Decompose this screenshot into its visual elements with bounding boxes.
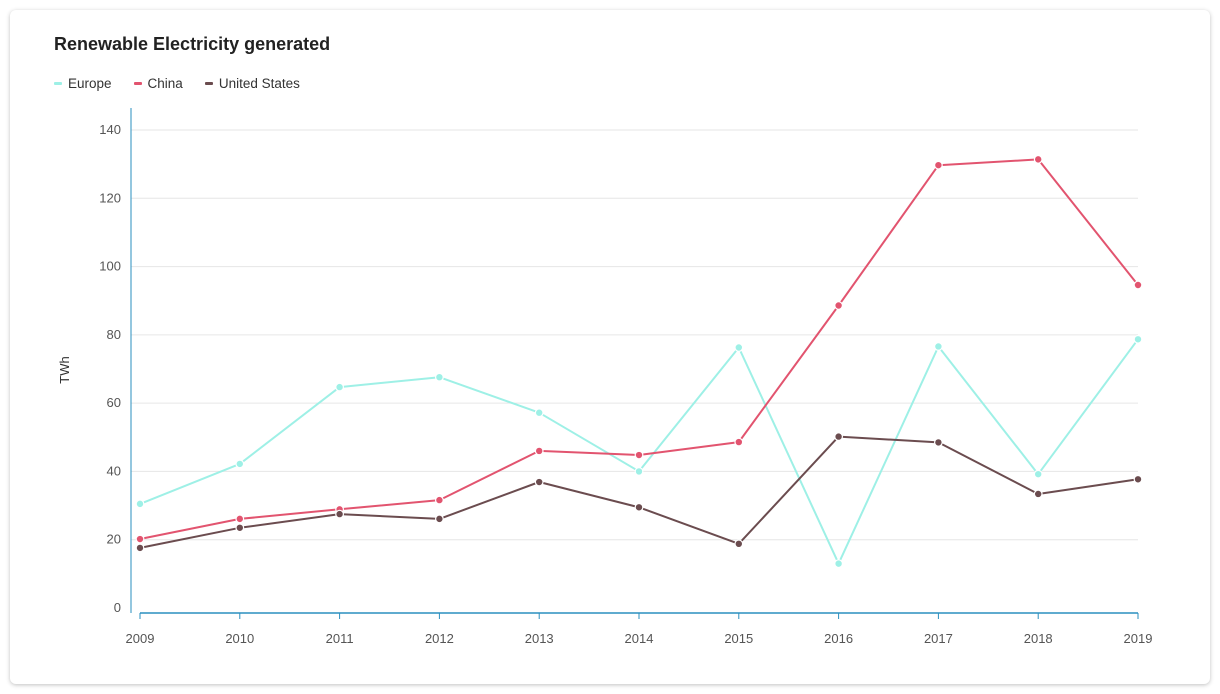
legend-item-europe[interactable]: Europe	[54, 76, 112, 91]
x-tick-label-2017: 2017	[924, 631, 953, 646]
x-tick-label-2013: 2013	[525, 631, 554, 646]
y-tick-label-0: 0	[114, 600, 121, 615]
data-point-europe-2013[interactable]	[534, 408, 544, 418]
legend-label-united-states: United States	[218, 76, 300, 91]
data-point-united-states-2018[interactable]	[1033, 489, 1043, 499]
data-point-europe-2018[interactable]	[1033, 469, 1043, 479]
chart-card: Renewable Electricity generated Europe C…	[10, 10, 1210, 684]
x-tick-label-2014: 2014	[625, 631, 654, 646]
y-tick-label-120: 120	[99, 190, 121, 205]
legend-swatch-united-states	[204, 82, 213, 85]
data-point-united-states-2014[interactable]	[634, 502, 644, 512]
data-point-europe-2009[interactable]	[135, 499, 145, 509]
data-point-united-states-2013[interactable]	[534, 477, 544, 487]
legend-item-united-states[interactable]: United States	[204, 76, 300, 91]
data-point-china-2018[interactable]	[1033, 154, 1043, 164]
x-tick-label-2015: 2015	[724, 631, 753, 646]
data-point-united-states-2016[interactable]	[834, 432, 843, 442]
data-point-europe-2017[interactable]	[934, 342, 943, 351]
data-point-united-states-2019[interactable]	[1133, 474, 1143, 484]
y-axis-title: TWh	[57, 356, 72, 383]
y-tick-label-100: 100	[99, 259, 121, 274]
data-point-united-states-2015[interactable]	[734, 539, 744, 549]
data-point-united-states-2012[interactable]	[435, 514, 444, 524]
data-point-united-states-2010[interactable]	[235, 523, 245, 533]
x-tick-label-2019: 2019	[1124, 631, 1153, 646]
data-point-united-states-2009[interactable]	[135, 543, 145, 553]
data-point-china-2014[interactable]	[634, 450, 644, 460]
legend-swatch-europe	[54, 82, 62, 85]
data-point-china-2015[interactable]	[734, 437, 744, 447]
x-tick-label-2009: 2009	[126, 631, 155, 646]
data-point-europe-2014[interactable]	[634, 467, 644, 476]
legend-item-china[interactable]: China	[133, 76, 183, 91]
chart-title: Renewable Electricity generated	[54, 34, 331, 54]
x-tick-label-2018: 2018	[1024, 631, 1053, 646]
series-line-china	[139, 158, 1139, 540]
legend-swatch-china	[133, 82, 142, 85]
data-point-china-2017[interactable]	[934, 160, 943, 170]
data-point-europe-2015[interactable]	[734, 343, 744, 352]
data-point-europe-2019[interactable]	[1133, 334, 1143, 344]
x-tick-label-2016: 2016	[824, 631, 853, 646]
y-tick-label-140: 140	[99, 122, 121, 137]
data-point-china-2013[interactable]	[534, 446, 544, 456]
data-point-europe-2011[interactable]	[335, 382, 345, 392]
data-point-europe-2016[interactable]	[834, 559, 843, 569]
x-tick-label-2010: 2010	[225, 631, 254, 646]
y-tick-label-60: 60	[107, 395, 121, 410]
y-tick-label-20: 20	[107, 532, 121, 547]
data-point-china-2019[interactable]	[1133, 280, 1143, 290]
data-point-china-2012[interactable]	[435, 495, 444, 505]
legend-label-china: China	[147, 76, 183, 91]
data-point-europe-2012[interactable]	[435, 372, 444, 382]
data-point-china-2009[interactable]	[135, 534, 145, 544]
legend-label-europe: Europe	[68, 76, 112, 91]
data-point-europe-2010[interactable]	[235, 459, 245, 469]
y-tick-label-80: 80	[107, 327, 121, 342]
chart-legend: Europe China United States	[54, 76, 300, 91]
y-tick-label-40: 40	[107, 463, 121, 478]
data-point-united-states-2011[interactable]	[335, 509, 345, 519]
data-point-united-states-2017[interactable]	[934, 438, 943, 447]
x-tick-label-2011: 2011	[326, 631, 354, 646]
data-point-china-2010[interactable]	[235, 514, 245, 524]
data-point-china-2016[interactable]	[834, 301, 843, 310]
x-tick-label-2012: 2012	[425, 631, 454, 646]
